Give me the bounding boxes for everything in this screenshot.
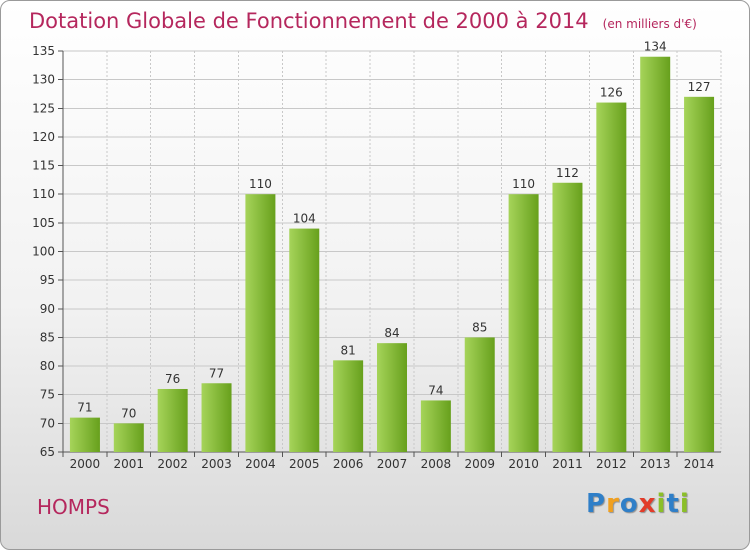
- data-label-2002: 76: [165, 372, 180, 386]
- x-tick-label-2000: 2000: [70, 457, 101, 471]
- x-tick-label-2008: 2008: [421, 457, 452, 471]
- x-tick-label-2003: 2003: [201, 457, 232, 471]
- bar-2007[interactable]: [377, 343, 407, 452]
- bar-2001[interactable]: [113, 423, 144, 452]
- y-tick-label: 95: [40, 273, 55, 287]
- y-tick-label: 75: [40, 388, 55, 402]
- x-tick-label-2002: 2002: [157, 457, 188, 471]
- y-tick-label: 100: [32, 245, 55, 259]
- y-tick-label: 105: [32, 216, 55, 230]
- data-label-2013: 134: [644, 40, 667, 54]
- title-row: Dotation Globale de Fonctionnement de 20…: [29, 9, 697, 33]
- x-tick-label-2013: 2013: [640, 457, 671, 471]
- data-label-2014: 127: [688, 80, 711, 94]
- x-tick-label-2005: 2005: [289, 457, 320, 471]
- y-tick-label: 70: [40, 416, 55, 430]
- y-tick-label: 115: [32, 159, 55, 173]
- bar-2000[interactable]: [69, 417, 100, 452]
- logo-letter: i: [679, 489, 690, 519]
- logo-letter: x: [638, 489, 657, 519]
- data-labels: 71 70 76 77 110 104 81 84 74 85 110 112 126 134 127: [77, 40, 710, 421]
- data-label-2005: 104: [293, 212, 316, 226]
- logo-letter: i: [656, 489, 667, 519]
- y-tick-label: 80: [40, 359, 55, 373]
- logo-letter: P: [586, 489, 607, 519]
- axes: 65 70 75 80 85 90 95 100 105 110 115 120 125 130 135 20…: [32, 44, 721, 471]
- y-tick-label: 125: [32, 101, 55, 115]
- x-tick-label-2009: 2009: [464, 457, 495, 471]
- bar-2014[interactable]: [684, 96, 715, 452]
- data-label-2000: 71: [77, 401, 92, 415]
- bar-2009[interactable]: [464, 337, 495, 452]
- x-tick-label-2007: 2007: [377, 457, 408, 471]
- bar-2002[interactable]: [157, 388, 188, 452]
- y-tick-label: 90: [40, 302, 55, 316]
- data-label-2003: 77: [209, 366, 224, 380]
- data-label-2008: 74: [428, 383, 443, 397]
- y-tick-label: 110: [32, 187, 55, 201]
- y-tick-label: 65: [40, 445, 55, 459]
- x-tick-label-2001: 2001: [114, 457, 145, 471]
- logo-letter: t: [666, 489, 680, 519]
- bar-2003[interactable]: [201, 383, 232, 452]
- x-tick-label-2011: 2011: [552, 457, 583, 471]
- bar-2012[interactable]: [596, 102, 627, 453]
- bar-2005[interactable]: [289, 228, 320, 452]
- bar-2010[interactable]: [508, 194, 539, 452]
- bars: [69, 56, 715, 453]
- x-tick-label-2006: 2006: [333, 457, 364, 471]
- bar-2004[interactable]: [245, 194, 276, 452]
- bar-2008[interactable]: [420, 400, 451, 452]
- data-label-2001: 70: [121, 406, 136, 420]
- bar-2011[interactable]: [552, 182, 583, 452]
- data-label-2009: 85: [472, 320, 487, 334]
- chart-title: Dotation Globale de Fonctionnement de 20…: [29, 9, 589, 33]
- proxiti-logo[interactable]: Proxiti: [586, 489, 690, 519]
- data-label-2007: 84: [384, 326, 399, 340]
- data-label-2010: 110: [512, 177, 535, 191]
- bar-2013[interactable]: [640, 56, 671, 452]
- bar-2006[interactable]: [333, 360, 364, 452]
- data-label-2006: 81: [340, 343, 355, 357]
- commune-name: HOMPS: [37, 495, 110, 519]
- logo-letter: r: [606, 489, 620, 519]
- y-tick-label: 120: [32, 130, 55, 144]
- logo-letter: o: [619, 489, 639, 519]
- chart-subtitle: (en milliers d'€): [602, 17, 697, 31]
- y-tick-label: 85: [40, 330, 55, 344]
- x-tick-label-2012: 2012: [596, 457, 627, 471]
- x-tick-label-2010: 2010: [508, 457, 539, 471]
- y-tick-label: 135: [32, 44, 55, 58]
- x-tick-label-2004: 2004: [245, 457, 276, 471]
- x-tick-label-2014: 2014: [684, 457, 715, 471]
- data-label-2004: 110: [249, 177, 272, 191]
- data-label-2011: 112: [556, 166, 579, 180]
- y-tick-label: 130: [32, 73, 55, 87]
- data-label-2012: 126: [600, 86, 623, 100]
